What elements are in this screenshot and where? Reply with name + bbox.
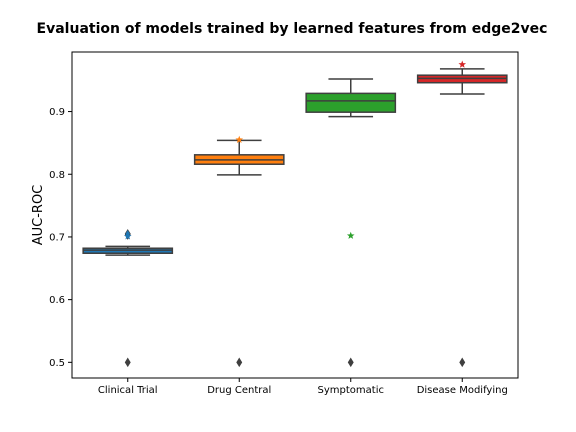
star-marker <box>235 135 244 144</box>
y-tick-label: 0.5 <box>49 358 65 369</box>
plot-frame <box>71 51 519 379</box>
star-marker <box>123 232 132 240</box>
box-group <box>305 78 397 368</box>
boxes-layer <box>82 60 508 368</box>
y-tick-label: 0.7 <box>49 232 65 243</box>
y-tick-label: 0.9 <box>49 107 65 118</box>
chart-title: Evaluation of models trained by learned … <box>37 21 548 37</box>
box-group <box>416 60 508 368</box>
x-tick-label: Symptomatic <box>318 385 384 396</box>
outlier-point <box>459 357 466 368</box>
star-marker <box>458 60 467 68</box>
outlier-point <box>236 357 243 368</box>
y-axis-label: AUC-ROC <box>31 185 46 246</box>
box-iqr <box>305 92 397 113</box>
star-marker <box>346 231 355 239</box>
x-axis: Clinical Trial Drug Central Symptomatic Dis… <box>98 378 508 396</box>
y-axis: 0.5 0.6 0.7 0.8 0.9 <box>49 107 72 369</box>
box-group <box>193 135 285 368</box>
outlier-point <box>347 357 354 368</box>
y-tick-label: 0.8 <box>49 170 65 181</box>
x-tick-label: Drug Central <box>207 385 271 396</box>
box-group <box>82 229 174 368</box>
x-tick-label: Disease Modifying <box>417 385 508 396</box>
outlier-point <box>124 357 131 368</box>
x-tick-label: Clinical Trial <box>98 385 158 396</box>
y-tick-label: 0.6 <box>49 295 65 306</box>
